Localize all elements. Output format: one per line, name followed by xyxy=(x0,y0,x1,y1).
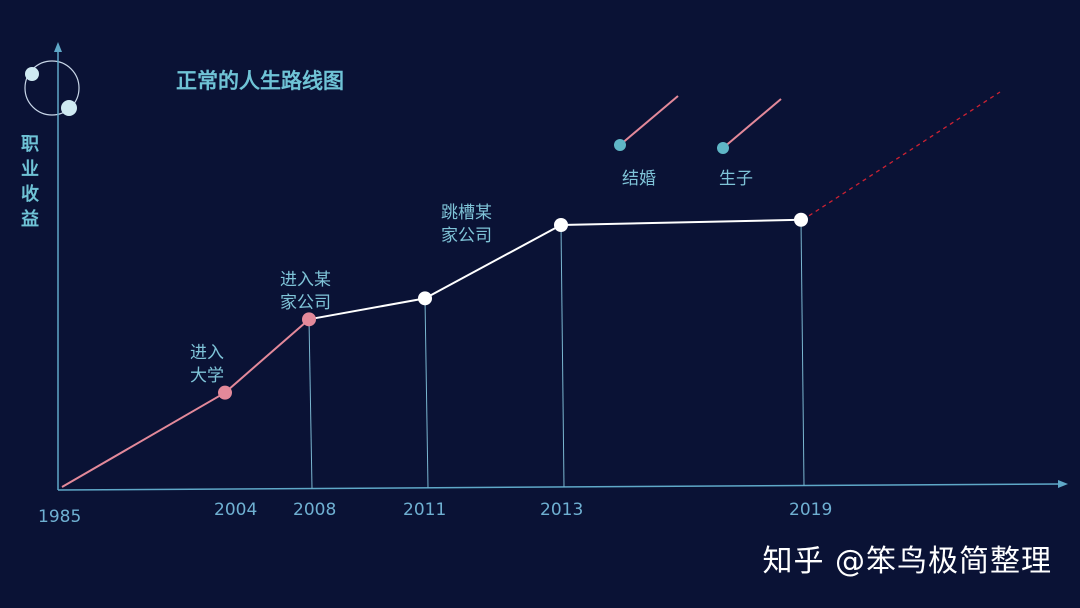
event-dot xyxy=(614,139,626,151)
series-line-segment xyxy=(560,218,802,226)
x-tick-label: 2019 xyxy=(789,500,832,520)
series-line-segment xyxy=(61,391,226,488)
orbit-decoration-icon xyxy=(24,60,80,116)
x-tick-label: 2011 xyxy=(403,500,446,520)
y-axis-arrow-icon xyxy=(54,42,62,52)
data-point xyxy=(218,385,232,400)
projection-line xyxy=(808,91,1001,217)
event-label: 生子 xyxy=(719,169,753,189)
drop-line xyxy=(560,224,565,487)
chart-title: 正常的人生路线图 xyxy=(176,69,344,93)
event-tail xyxy=(619,95,679,146)
x-tick-label: 1985 xyxy=(38,507,81,527)
point-annotation: 跳槽某家公司 xyxy=(441,203,492,246)
y-axis-label-char: 益 xyxy=(21,208,39,230)
x-axis-arrow-icon xyxy=(1058,480,1068,488)
event-label: 结婚 xyxy=(622,169,656,189)
drop-line xyxy=(308,319,313,489)
data-point xyxy=(302,312,316,327)
data-point xyxy=(418,291,432,306)
x-tick-label: 2008 xyxy=(293,500,336,520)
point-annotation: 进入某家公司 xyxy=(280,270,331,313)
series-line-segment xyxy=(308,297,426,321)
data-point xyxy=(554,218,568,232)
point-annotation: 进入大学 xyxy=(190,343,224,386)
y-axis-label-char: 业 xyxy=(21,159,39,180)
drop-line xyxy=(424,298,429,488)
drop-line xyxy=(800,219,805,486)
series-line-segment xyxy=(424,224,562,300)
event-dot xyxy=(717,142,729,154)
x-axis xyxy=(57,483,1063,491)
y-axis-label-char: 职 xyxy=(21,134,39,155)
event-tail xyxy=(722,98,782,149)
x-tick-label: 2013 xyxy=(540,500,583,520)
y-axis-label-char: 收 xyxy=(21,183,39,205)
data-point xyxy=(794,212,808,227)
series-line-segment xyxy=(224,318,310,394)
x-tick-label: 2004 xyxy=(214,500,257,520)
watermark: 知乎 @笨鸟极简整理 xyxy=(762,544,1052,579)
